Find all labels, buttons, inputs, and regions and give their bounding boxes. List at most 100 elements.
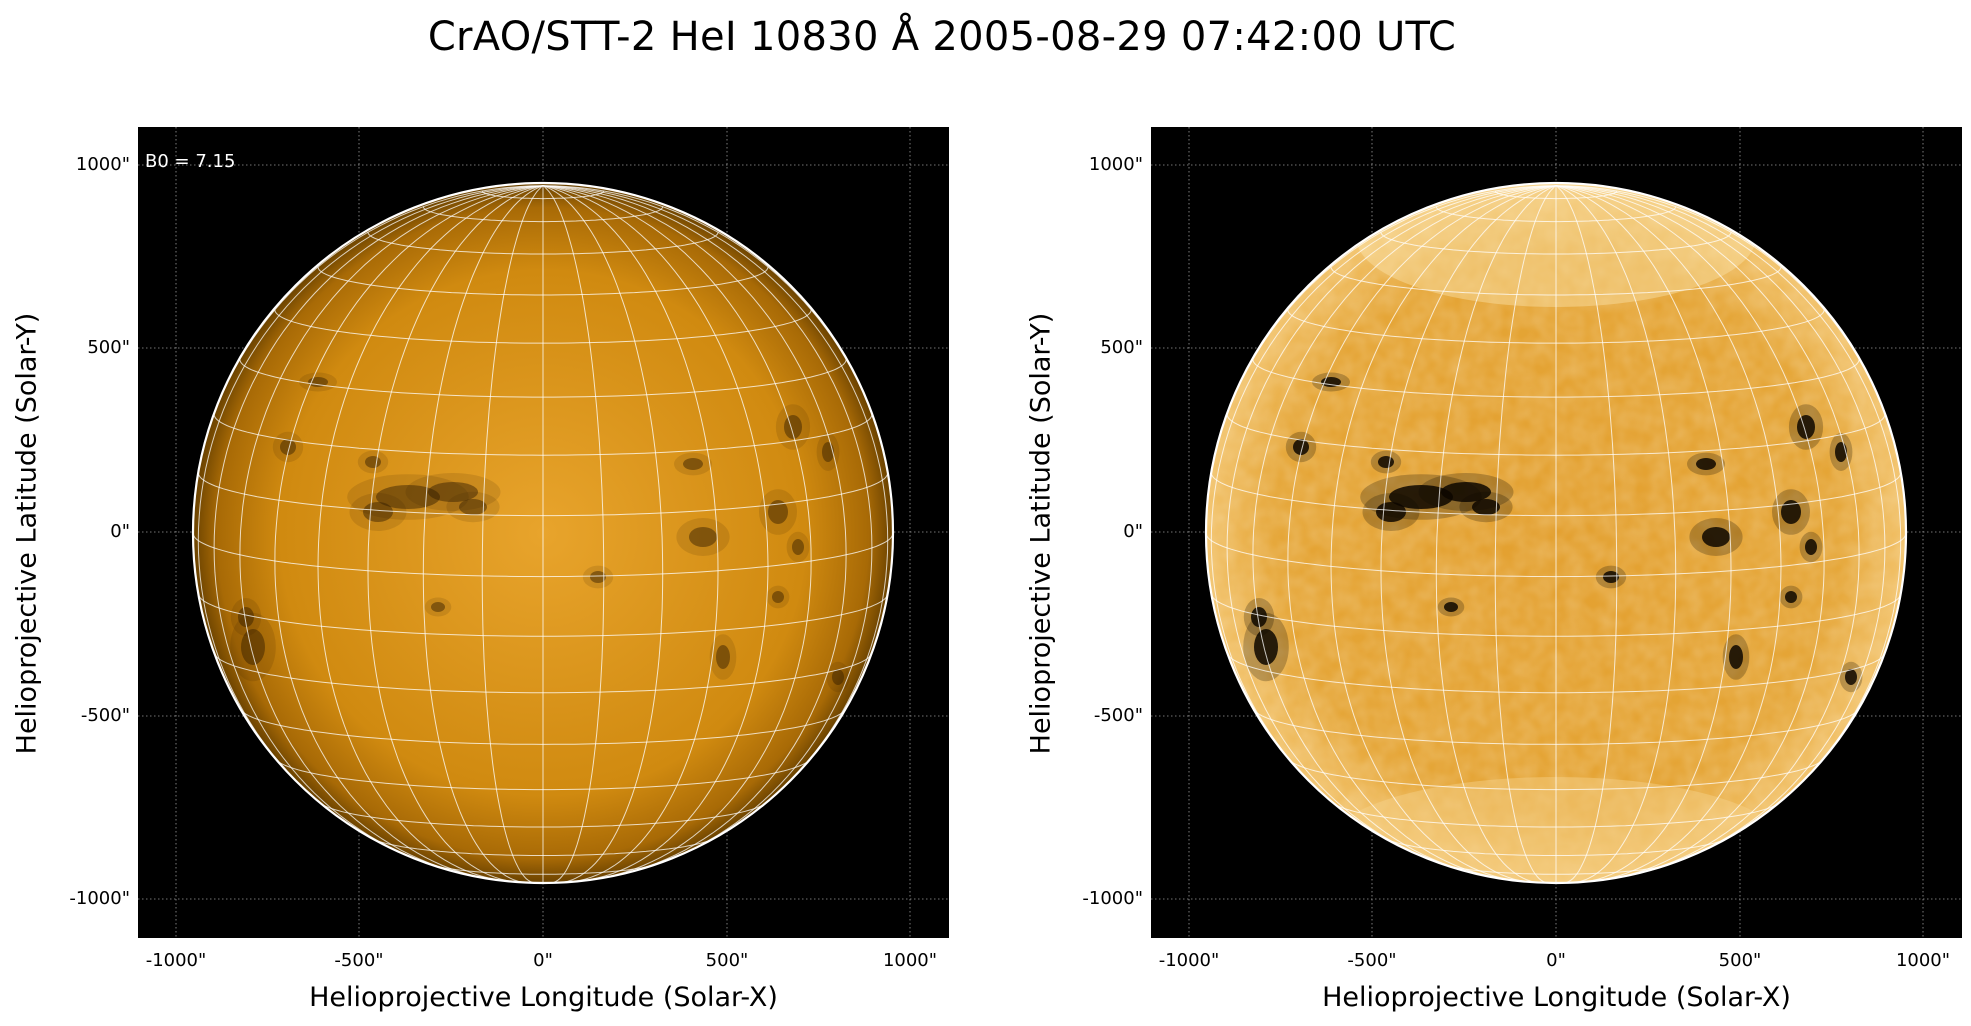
longitude-line [197, 185, 544, 819]
dark-feature [1444, 602, 1458, 612]
dark-feature [1785, 591, 1797, 603]
dark-feature [1729, 645, 1743, 669]
y-tick-label: 0" [1123, 521, 1143, 542]
longitude-line [1555, 185, 1732, 883]
longitude-line [239, 185, 544, 874]
heliographic-grid-right [1205, 185, 1907, 884]
dark-feature [784, 415, 802, 439]
dark-feature [1251, 607, 1267, 627]
dark-feature [689, 527, 717, 547]
dark-feature [792, 539, 804, 555]
x-axis-label-left: Helioprojective Longitude (Solar-X) [309, 982, 778, 1013]
longitude-line [317, 185, 544, 882]
x-tick-label: -500" [1347, 950, 1397, 971]
longitude-line [1555, 185, 1782, 882]
dark-feature [1389, 485, 1453, 509]
longitude-line [1226, 185, 1557, 862]
limb-outline-right [1204, 181, 1908, 885]
dark-feature [1805, 539, 1817, 555]
longitude-line [1494, 185, 1557, 884]
y-axis-label-left: Helioprojective Latitude (Solar-Y) [11, 312, 43, 755]
dark-feature [459, 499, 487, 515]
longitude-line [1330, 185, 1557, 882]
x-axis-label-right: Helioprojective Longitude (Solar-X) [1322, 982, 1791, 1013]
longitude-line [213, 185, 544, 862]
longitude-line [481, 185, 544, 884]
dark-feature [1254, 629, 1278, 665]
longitude-line [1210, 185, 1557, 819]
y-tick-label: 1000" [1088, 154, 1143, 175]
longitude-line [1555, 185, 1825, 879]
y-tick-label: -500" [80, 705, 130, 726]
longitude-line [542, 185, 847, 874]
longitude-line [542, 185, 605, 884]
longitude-line [1555, 185, 1618, 884]
longitude-line [1380, 185, 1557, 883]
dark-features-left [230, 372, 850, 693]
dark-feature [1603, 571, 1619, 583]
longitude-line [1555, 185, 1677, 884]
dark-features-right [1243, 372, 1863, 693]
longitude-line [542, 185, 719, 883]
solar-image-left [138, 127, 949, 938]
dark-feature [280, 439, 296, 455]
dark-feature [238, 607, 254, 627]
longitude-line [542, 185, 812, 879]
y-tick-label: -1000" [69, 888, 130, 909]
y-tick-label: 1000" [75, 154, 130, 175]
dark-feature [716, 645, 730, 669]
y-tick-label: -1000" [1082, 888, 1143, 909]
b0-annotation: B0 = 7.15 [145, 151, 236, 172]
limb-outline-left [191, 181, 895, 885]
solar-disk-right-svg [1151, 127, 1962, 938]
longitude-line [542, 185, 664, 884]
x-tick-label: -1000" [145, 950, 207, 971]
dark-feature [376, 485, 440, 509]
dark-feature [832, 669, 844, 685]
dark-feature [768, 500, 788, 524]
x-tick-label: -500" [334, 950, 384, 971]
longitude-line [422, 185, 544, 884]
longitude-line [1435, 185, 1557, 884]
heliographic-grid-left [192, 185, 894, 884]
longitude-line [1555, 185, 1902, 819]
dark-feature [241, 629, 265, 665]
x-tick-label: 1000" [1895, 950, 1951, 971]
longitude-line [542, 185, 889, 819]
dark-feature [772, 591, 784, 603]
dark-feature [590, 571, 606, 583]
dark-feature [1781, 500, 1801, 524]
longitude-line [542, 185, 769, 882]
x-tick-label: 0" [533, 950, 553, 971]
longitude-line [1555, 185, 1886, 862]
y-tick-label: -500" [1093, 705, 1143, 726]
figure-title: CrAO/STT-2 HeI 10830 Å 2005-08-29 07:42:… [427, 14, 1457, 60]
dark-feature [1696, 458, 1716, 470]
longitude-line [542, 185, 873, 862]
y-tick-label: 500" [87, 337, 130, 358]
dark-feature [1472, 499, 1500, 515]
dark-feature [431, 602, 445, 612]
dark-feature [1797, 415, 1815, 439]
dark-feature [1441, 482, 1491, 502]
y-tick-label: 0" [110, 521, 130, 542]
x-tick-label: -1000" [1158, 950, 1220, 971]
dark-feature [1293, 439, 1309, 455]
longitude-line [367, 185, 544, 883]
solar-image-right [1151, 127, 1962, 938]
dark-feature [1702, 527, 1730, 547]
x-tick-label: 500" [1718, 950, 1762, 971]
dark-feature [1845, 669, 1857, 685]
x-tick-label: 0" [1546, 950, 1566, 971]
longitude-line [274, 185, 544, 879]
dark-feature [428, 482, 478, 502]
longitude-line [1287, 185, 1557, 879]
x-tick-label: 1000" [882, 950, 938, 971]
dark-feature [683, 458, 703, 470]
longitude-line [1555, 185, 1860, 874]
y-axis-label-right: Helioprojective Latitude (Solar-Y) [1025, 312, 1057, 755]
solar-disk-left-svg [138, 127, 949, 938]
longitude-line [1252, 185, 1557, 874]
x-tick-label: 500" [705, 950, 749, 971]
y-tick-label: 500" [1100, 337, 1143, 358]
